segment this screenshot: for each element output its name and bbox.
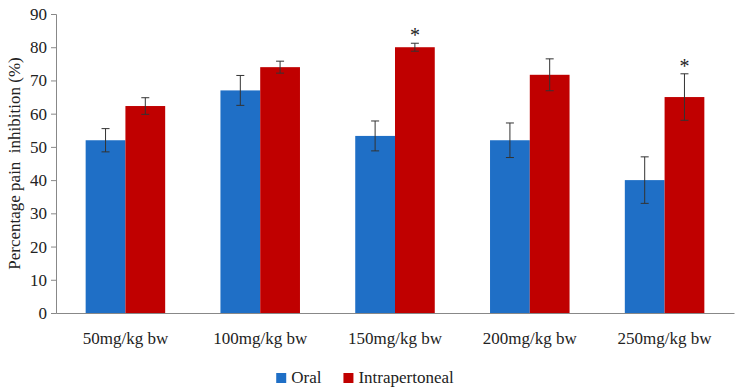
x-tick-label: 250mg/kg bw [618,329,713,348]
y-tick-label: 70 [30,71,47,90]
y-tick: 20 [30,237,56,256]
y-axis-title: Percentage pain inhibition (%) [5,57,24,269]
error-bar [236,75,244,105]
y-tick: 40 [30,171,56,190]
bar [220,90,260,313]
legend-label: Intrapertoneal [358,368,454,387]
y-tick: 90 [30,5,56,24]
legend-item: Intrapertoneal [343,368,454,387]
x-tick: 200mg/kg bw [483,313,578,348]
y-axis: 0 10 20 30 40 50 60 70 80 90 [30,5,57,323]
y-tick-mark [51,247,56,248]
legend-swatch [343,373,353,383]
annotation: * [410,24,420,46]
series [86,75,665,313]
y-tick-label: 40 [30,171,47,190]
y-tick-mark [51,14,56,15]
y-tick-mark [51,80,56,81]
error-bar [506,123,514,158]
y-tick-label: 10 [30,271,47,290]
y-tick: 50 [30,138,56,157]
marks [86,43,705,313]
x-tick: 100mg/kg bw [213,313,308,348]
y-tick-mark [51,313,56,314]
error-bar [680,74,688,121]
y-tick-label: 60 [30,105,47,124]
y-tick-label: 80 [30,38,47,57]
error-bar [371,121,379,151]
y-tick-mark [51,213,56,214]
y-tick-mark [51,180,56,181]
y-tick-label: 0 [39,304,48,323]
legend-item: Oral [276,368,321,387]
y-tick: 30 [30,204,56,223]
x-tick: 250mg/kg bw [618,313,713,348]
x-tick-label: 150mg/kg bw [348,329,443,348]
error-bar [102,129,110,152]
plot: 0 10 20 30 40 50 60 70 80 90 50mg/kg bw 100mg/kg bw… [30,5,735,348]
y-tick: 70 [30,71,56,90]
bar [665,97,705,313]
y-tick-mark [51,147,56,148]
y-tick-label: 30 [30,204,47,223]
y-axis-line [51,15,57,314]
y-tick-label: 90 [30,5,47,24]
y-tick-label: 20 [30,237,47,256]
bar [260,67,300,313]
x-axis-line [57,313,735,314]
bar [125,106,165,313]
x-axis: 50mg/kg bw 100mg/kg bw 150mg/kg bw 200mg/kg… [57,313,735,348]
y-tick: 10 [30,271,56,290]
error-bar [546,59,554,91]
error-bar [276,61,284,73]
y-tick: 0 [39,304,57,323]
error-bar [641,157,649,204]
legend-swatch [276,373,286,383]
x-tick: 150mg/kg bw [348,313,443,348]
y-tick: 60 [30,105,56,124]
bar [86,140,126,313]
series [125,43,704,313]
x-tick-label: 100mg/kg bw [213,329,308,348]
bar [355,136,395,313]
bar [530,75,570,313]
y-tick: 80 [30,38,56,57]
legend-label: Oral [291,368,321,387]
annotation: * [679,55,689,77]
y-tick-mark [51,47,56,48]
y-tick-mark [51,114,56,115]
error-bar [141,98,149,115]
x-tick: 50mg/kg bw [83,313,169,348]
x-tick-label: 50mg/kg bw [83,329,169,348]
bar [395,47,435,313]
y-tick-mark [51,280,56,281]
x-tick-label: 200mg/kg bw [483,329,578,348]
y-tick-label: 50 [30,138,47,157]
chart: 0 10 20 30 40 50 60 70 80 90 50mg/kg bw 100mg/kg bw… [0,0,740,389]
bar [490,140,530,313]
legend: Oral Intrapertoneal [276,368,454,387]
